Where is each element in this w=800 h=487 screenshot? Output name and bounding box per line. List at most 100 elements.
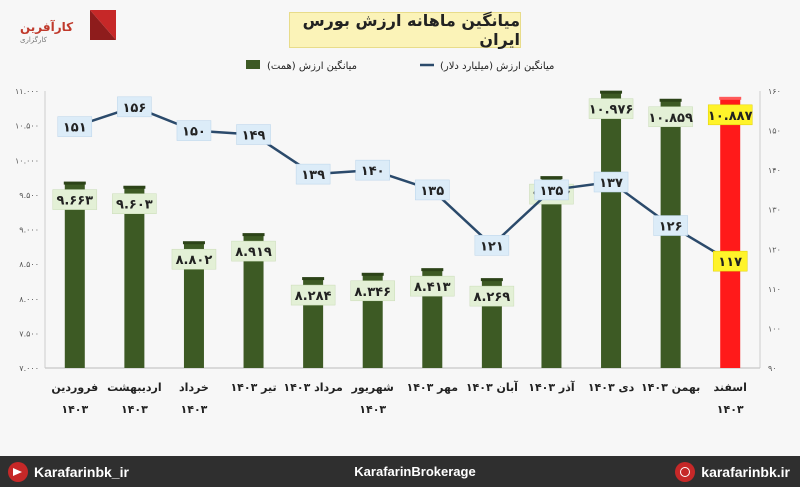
legend-bar-label: میانگین ارزش (همت) bbox=[267, 60, 357, 72]
brand-logo: کارآفرین کارگزاری bbox=[8, 6, 118, 50]
bar-data-label: ۸.۳۴۶ bbox=[354, 285, 391, 300]
line-data-label: ۱۵۰ bbox=[182, 125, 206, 140]
line-point-label-box bbox=[355, 159, 390, 181]
bar-label-box bbox=[469, 285, 515, 307]
line-data-label: ۱۳۹ bbox=[301, 168, 325, 183]
x-category-label: فروردین bbox=[51, 381, 98, 394]
line-point-label-box bbox=[295, 163, 331, 185]
bar-cap bbox=[659, 98, 682, 102]
x-category-label: تیر ۱۴۰۳ bbox=[230, 381, 276, 394]
bar-label-box bbox=[112, 193, 157, 214]
x-category-label: ۱۴۰۳ bbox=[359, 403, 386, 416]
bar-data-label: ۱۰.۹۷۶ bbox=[589, 103, 634, 118]
bar-label-box bbox=[707, 104, 753, 126]
line-data-label: ۱۳۵ bbox=[540, 184, 564, 199]
x-category-label: مهر ۱۴۰۳ bbox=[406, 381, 458, 394]
bar-data-label: ۹.۶۶۳ bbox=[56, 194, 93, 209]
y-left-tick-label: ۱۱.۰۰۰ bbox=[15, 87, 39, 96]
x-category-label: مرداد ۱۴۰۳ bbox=[283, 381, 342, 394]
y-right-tick-label: ۱۲۰ bbox=[768, 245, 781, 254]
bar-data-label: ۸.۹۱۹ bbox=[235, 245, 272, 260]
y-right-tick-label: ۱۶۰ bbox=[768, 87, 781, 96]
x-category-label: بهمن ۱۴۰۳ bbox=[641, 381, 700, 394]
y-right-tick-label: ۱۳۰ bbox=[768, 206, 781, 215]
bar bbox=[601, 92, 622, 369]
y-right-tick-label: ۹۰ bbox=[768, 364, 777, 373]
logo-mark-icon bbox=[90, 10, 116, 40]
bar-label-box bbox=[231, 240, 276, 262]
x-category-label: خرداد bbox=[179, 381, 209, 394]
x-category-label: شهریور bbox=[351, 381, 394, 394]
bar-cap bbox=[182, 241, 205, 245]
line-data-label: ۱۳۷ bbox=[599, 176, 623, 191]
line-data-label: ۱۵۶ bbox=[122, 101, 146, 116]
line-point-label-box bbox=[415, 179, 450, 201]
bar-cap bbox=[421, 268, 444, 272]
chart-svg: ۷.۰۰۰ ۷.۵۰۰ ۸.۰۰۰ ۸.۵۰۰ ۹.۰۰۰ ۹.۵۰۰ ۱۰.۰۰۰ ۱۰.۵… bbox=[15, 60, 781, 416]
logo-brand-text: کارآفرین bbox=[20, 20, 74, 34]
bar-cap bbox=[600, 90, 623, 94]
y-left-tick-label: ۸.۰۰۰ bbox=[19, 295, 39, 304]
line-point-label-box bbox=[534, 179, 569, 201]
bar-data-label: ۱۰.۸۵۹ bbox=[648, 111, 693, 126]
bar-label-box bbox=[410, 275, 455, 297]
bar-label-box bbox=[350, 280, 395, 302]
x-category-label: آبان ۱۴۰۳ bbox=[466, 380, 518, 394]
line-data-label: ۱۴۹ bbox=[242, 129, 266, 144]
x-category-label: ۱۴۰۳ bbox=[717, 403, 744, 416]
bar-cap bbox=[361, 272, 384, 276]
line-data-label: ۱۲۱ bbox=[480, 239, 504, 254]
line-point-label-box bbox=[236, 124, 271, 145]
legend-bar-swatch bbox=[246, 60, 260, 69]
x-category-label: اردیبهشت bbox=[107, 381, 161, 394]
bar-cap bbox=[302, 277, 325, 281]
x-category-label: ۱۴۰۳ bbox=[181, 403, 208, 416]
chart-title: میانگین ماهانه ارزش بورس ایران bbox=[302, 11, 520, 49]
bar-cap bbox=[480, 278, 503, 282]
bar-data-label: ۸.۴۱۳ bbox=[414, 280, 451, 295]
footer-website[interactable]: karafarinbk.ir bbox=[675, 456, 790, 487]
bar-data-label: ۹.۶۰۳ bbox=[116, 198, 153, 213]
legend-line-label: میانگین ارزش (میلیارد دلار) bbox=[440, 60, 554, 72]
line-point-label-box bbox=[474, 235, 510, 256]
line-data-label: ۱۱۷ bbox=[718, 255, 742, 270]
footer-center-text: KarafarinBrokerage bbox=[354, 464, 476, 479]
y-left-tick-label: ۷.۵۰۰ bbox=[19, 329, 39, 338]
logo-sub-text: کارگزاری bbox=[20, 36, 47, 44]
bar-cap bbox=[242, 233, 265, 237]
bar bbox=[541, 178, 562, 368]
bar-cap bbox=[540, 176, 563, 180]
footer-telegram[interactable]: Karafarinbk_ir bbox=[8, 456, 129, 487]
y-left-tick-label: ۱۰.۵۰۰ bbox=[15, 122, 39, 131]
globe-icon bbox=[675, 461, 696, 482]
chart-title-box: میانگین ماهانه ارزش بورس ایران bbox=[289, 11, 521, 49]
bar-data-label: ۱۰.۸۸۷ bbox=[708, 109, 753, 124]
line-data-label: ۱۵۱ bbox=[63, 121, 87, 136]
bar-label-box bbox=[52, 189, 98, 210]
line-data-label: ۱۲۶ bbox=[659, 220, 683, 235]
y-left-tick-label: ۱۰.۰۰۰ bbox=[15, 156, 39, 165]
y-left-tick-label: ۷.۰۰۰ bbox=[19, 364, 39, 373]
bar-cap bbox=[123, 185, 146, 189]
telegram-icon bbox=[8, 461, 28, 482]
footer-right-text: karafarinbk.ir bbox=[701, 463, 790, 480]
line-point-label-box bbox=[57, 116, 93, 137]
bar-label-box bbox=[588, 98, 634, 119]
line-point-label-box bbox=[176, 120, 212, 141]
x-category-label: ۱۴۰۳ bbox=[61, 403, 88, 416]
x-category-label: آذر ۱۴۰۳ bbox=[528, 380, 575, 394]
y-left-tick-label: ۹.۵۰۰ bbox=[19, 191, 39, 200]
line-series-path bbox=[74, 105, 731, 263]
bar-label-box bbox=[171, 248, 217, 270]
bar bbox=[124, 187, 145, 368]
bar bbox=[243, 235, 264, 368]
bar-label-box bbox=[290, 284, 336, 306]
y-right-tick-label: ۱۱۰ bbox=[768, 285, 781, 294]
line-data-label: ۱۴۰ bbox=[361, 164, 385, 179]
x-category-label: دی ۱۴۰۳ bbox=[588, 381, 635, 394]
footer-left-text: Karafarinbk_ir bbox=[34, 463, 129, 480]
y-right-tick-label: ۱۴۰ bbox=[768, 166, 781, 175]
bar-data-label: ۸.۸۰۲ bbox=[176, 253, 213, 268]
bar-label-box bbox=[648, 106, 693, 128]
